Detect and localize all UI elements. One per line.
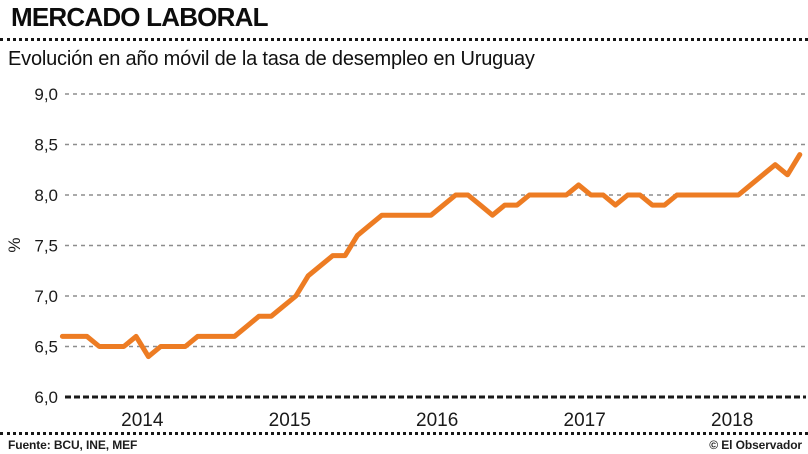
source-text: Fuente: BCU, INE, MEF [8,438,138,452]
header-dotted-rule [0,38,808,41]
y-tick-label: 8,5 [34,136,58,155]
y-tick-label: 6,5 [34,338,58,357]
y-tick-label: 6,0 [34,388,58,407]
y-tick-label: 7,0 [34,287,58,306]
y-tick-label: 8,0 [34,186,58,205]
footer-dotted-rule [0,432,808,435]
x-tick-year-label: 2018 [711,410,753,431]
x-tick-year-label: 2015 [269,410,311,431]
x-tick-year-label: 2014 [121,410,164,431]
x-tick-year-label: 2016 [416,410,458,431]
line-chart: 6,0 6,5 7,0 7,5 8,0 8,5 9,0% 2014 2015 2016 2017 20… [5,85,806,431]
chart-subtitle: Evolución en año móvil de la tasa de des… [8,48,535,70]
credit-text: © El Observador [709,438,802,452]
y-tick-label: 9,0 [34,85,58,104]
page-title: MERCADO LABORAL [11,2,268,32]
y-axis-unit-label: % [5,237,24,252]
y-tick-label: 7,5 [34,237,58,256]
unemployment-rate-line [59,152,803,360]
x-tick-year-label: 2017 [564,410,606,431]
